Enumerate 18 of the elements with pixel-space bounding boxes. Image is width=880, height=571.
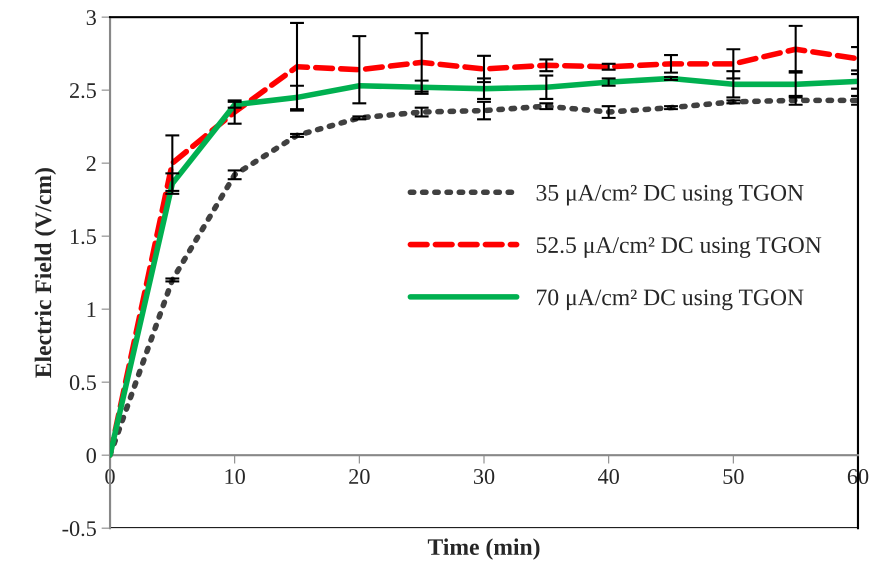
y-tick-label: 2 (86, 156, 96, 171)
y-axis-title: Electric Field (V/cm) (34, 168, 56, 378)
legend-label: 70 μA/cm² DC using TGON (537, 289, 804, 310)
y-tick-label: 1 (88, 302, 96, 317)
y-tick-label: 3 (86, 10, 96, 26)
legend-label: 35 μA/cm² DC using TGON (536, 184, 804, 206)
y-tick-label: 2.5 (70, 83, 96, 98)
x-tick-label: 30 (474, 469, 494, 484)
x-tick-label: 40 (598, 469, 619, 484)
y-tick-label: 1.5 (70, 229, 96, 244)
x-tick-label: 10 (226, 469, 245, 484)
x-axis-title: Time (min) (428, 538, 540, 560)
y-tick-label: 0.5 (70, 375, 96, 390)
x-tick-label: 20 (349, 469, 370, 484)
y-tick-label: 0 (86, 448, 96, 464)
x-tick-label: 50 (724, 469, 744, 484)
legend-label: 52.5 μA/cm² DC using TGON (536, 237, 822, 258)
y-tick-label: -0.5 (62, 521, 96, 536)
